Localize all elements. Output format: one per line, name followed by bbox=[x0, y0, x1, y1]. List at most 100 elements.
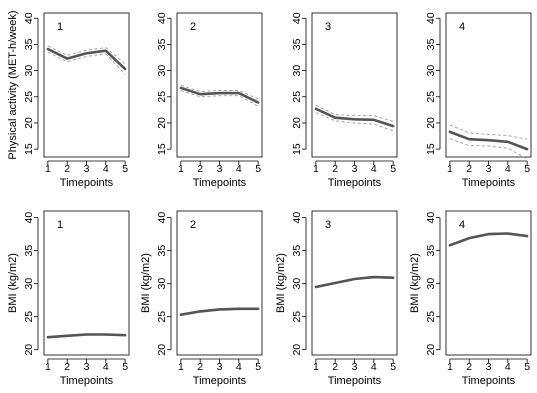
lower-ci-line bbox=[449, 138, 528, 160]
panel-number-label: 1 bbox=[57, 21, 63, 33]
x-tick-label: 2 bbox=[197, 361, 203, 373]
y-tick-label: 25 bbox=[291, 91, 303, 103]
x-tick-label: 2 bbox=[64, 163, 70, 175]
mean-line bbox=[448, 232, 529, 247]
y-tick-label: 35 bbox=[291, 245, 303, 257]
x-tick-label: 1 bbox=[178, 361, 184, 373]
y-tick-label: 15 bbox=[23, 143, 35, 155]
x-tick-label: 4 bbox=[103, 361, 109, 373]
y-tick-label: 25 bbox=[156, 311, 168, 323]
x-tick-label: 1 bbox=[447, 163, 453, 175]
x-tick-label: 4 bbox=[371, 361, 377, 373]
y-tick-label: 15 bbox=[156, 143, 168, 155]
y-tick-label: 35 bbox=[156, 38, 168, 50]
y-tick-label: 35 bbox=[291, 38, 303, 50]
panel-7: 20 25 30 35 40 1 2 3 4 5 Timepoints BMI (kg/m2) 3 bbox=[275, 210, 398, 387]
mean-line bbox=[314, 107, 395, 128]
x-tick-label: 5 bbox=[524, 361, 530, 373]
mean-line bbox=[314, 275, 395, 289]
y-tick-label: 20 bbox=[23, 117, 35, 129]
x-tick-label: 4 bbox=[236, 361, 242, 373]
y-tick-label: 30 bbox=[156, 65, 168, 77]
y-tick-label: 30 bbox=[23, 65, 35, 77]
x-axis-title: Timepoints bbox=[462, 177, 516, 189]
panel-3: 15 20 25 30 35 40 1 2 3 4 5 Timepoints 3 bbox=[291, 12, 398, 189]
y-tick-label: 15 bbox=[291, 143, 303, 155]
upper-ci-line bbox=[47, 45, 126, 65]
y-tick-label: 35 bbox=[23, 245, 35, 257]
mean-line bbox=[46, 47, 127, 71]
y-axis-title: Physical activity (MET-h/week) bbox=[7, 10, 19, 159]
panel-number-label: 4 bbox=[459, 219, 465, 231]
y-tick-label: 40 bbox=[156, 212, 168, 224]
x-tick-label: 2 bbox=[64, 361, 70, 373]
x-tick-label: 1 bbox=[45, 361, 51, 373]
y-tick-label: 20 bbox=[425, 117, 437, 129]
panel-number-label: 3 bbox=[325, 219, 331, 231]
panel-number-label: 1 bbox=[57, 219, 63, 231]
x-tick-label: 1 bbox=[45, 163, 51, 175]
y-tick-label: 35 bbox=[425, 38, 437, 50]
panel-5: 20 25 30 35 40 1 2 3 4 5 Timepoints BMI (kg/m2) 1 bbox=[7, 210, 130, 387]
y-tick-label: 30 bbox=[291, 278, 303, 290]
upper-ci-line bbox=[449, 124, 528, 140]
x-tick-label: 4 bbox=[103, 163, 109, 175]
x-axis-title: Timepoints bbox=[193, 177, 247, 189]
mean-line bbox=[179, 307, 260, 317]
x-tick-label: 4 bbox=[236, 163, 242, 175]
y-tick-label: 40 bbox=[425, 212, 437, 224]
lower-ci-line bbox=[180, 90, 259, 107]
x-tick-label: 4 bbox=[505, 361, 511, 373]
x-axis-title: Timepoints bbox=[328, 375, 382, 387]
x-tick-label: 3 bbox=[486, 163, 492, 175]
x-tick-label: 1 bbox=[313, 163, 319, 175]
y-tick-label: 30 bbox=[23, 278, 35, 290]
x-tick-label: 5 bbox=[255, 163, 261, 175]
y-tick-label: 30 bbox=[291, 65, 303, 77]
x-axis-title: Timepoints bbox=[60, 375, 114, 387]
y-tick-label: 20 bbox=[291, 117, 303, 129]
panel-number-label: 3 bbox=[325, 21, 331, 33]
panel-2: 15 20 25 30 35 40 1 2 3 4 5 Timepoints 2 bbox=[156, 12, 263, 189]
panel-4: 15 20 25 30 35 40 1 2 3 4 5 Timepoints 4 bbox=[425, 12, 532, 189]
y-tick-label: 30 bbox=[156, 278, 168, 290]
plot-frame bbox=[43, 12, 130, 158]
y-tick-label: 30 bbox=[425, 65, 437, 77]
x-tick-label: 2 bbox=[332, 163, 338, 175]
plot-frame bbox=[311, 12, 398, 158]
x-tick-label: 5 bbox=[122, 163, 128, 175]
plot-frame bbox=[176, 210, 263, 356]
x-tick-label: 2 bbox=[466, 361, 472, 373]
panel-6: 20 25 30 35 40 1 2 3 4 5 Timepoints BMI (kg/m2) 2 bbox=[140, 210, 263, 387]
y-axis-title: BMI (kg/m2) bbox=[409, 253, 421, 313]
y-tick-label: 35 bbox=[425, 245, 437, 257]
y-tick-label: 25 bbox=[23, 91, 35, 103]
x-tick-label: 3 bbox=[84, 163, 90, 175]
y-tick-label: 30 bbox=[425, 278, 437, 290]
mean-line bbox=[448, 130, 529, 151]
y-tick-label: 25 bbox=[23, 311, 35, 323]
plot-frame bbox=[311, 210, 398, 356]
x-axis-title: Timepoints bbox=[60, 177, 114, 189]
x-tick-label: 5 bbox=[390, 163, 396, 175]
panel-8: 20 25 30 35 40 1 2 3 4 5 Timepoints BMI (kg/m2) 4 bbox=[409, 210, 532, 387]
y-tick-label: 20 bbox=[425, 344, 437, 356]
y-tick-label: 40 bbox=[291, 12, 303, 24]
x-tick-label: 5 bbox=[122, 361, 128, 373]
mean-line bbox=[46, 333, 127, 339]
x-tick-label: 2 bbox=[332, 361, 338, 373]
y-tick-label: 20 bbox=[156, 117, 168, 129]
y-tick-label: 25 bbox=[156, 91, 168, 103]
upper-ci-line bbox=[315, 104, 394, 122]
y-tick-label: 25 bbox=[425, 311, 437, 323]
x-tick-label: 1 bbox=[447, 361, 453, 373]
x-tick-label: 3 bbox=[352, 361, 358, 373]
y-tick-label: 40 bbox=[425, 12, 437, 24]
y-tick-label: 40 bbox=[291, 212, 303, 224]
x-tick-label: 5 bbox=[524, 163, 530, 175]
x-tick-label: 3 bbox=[84, 361, 90, 373]
panel-number-label: 4 bbox=[459, 21, 465, 33]
plot-frame bbox=[43, 210, 130, 356]
y-tick-label: 40 bbox=[156, 12, 168, 24]
y-tick-label: 15 bbox=[425, 143, 437, 155]
